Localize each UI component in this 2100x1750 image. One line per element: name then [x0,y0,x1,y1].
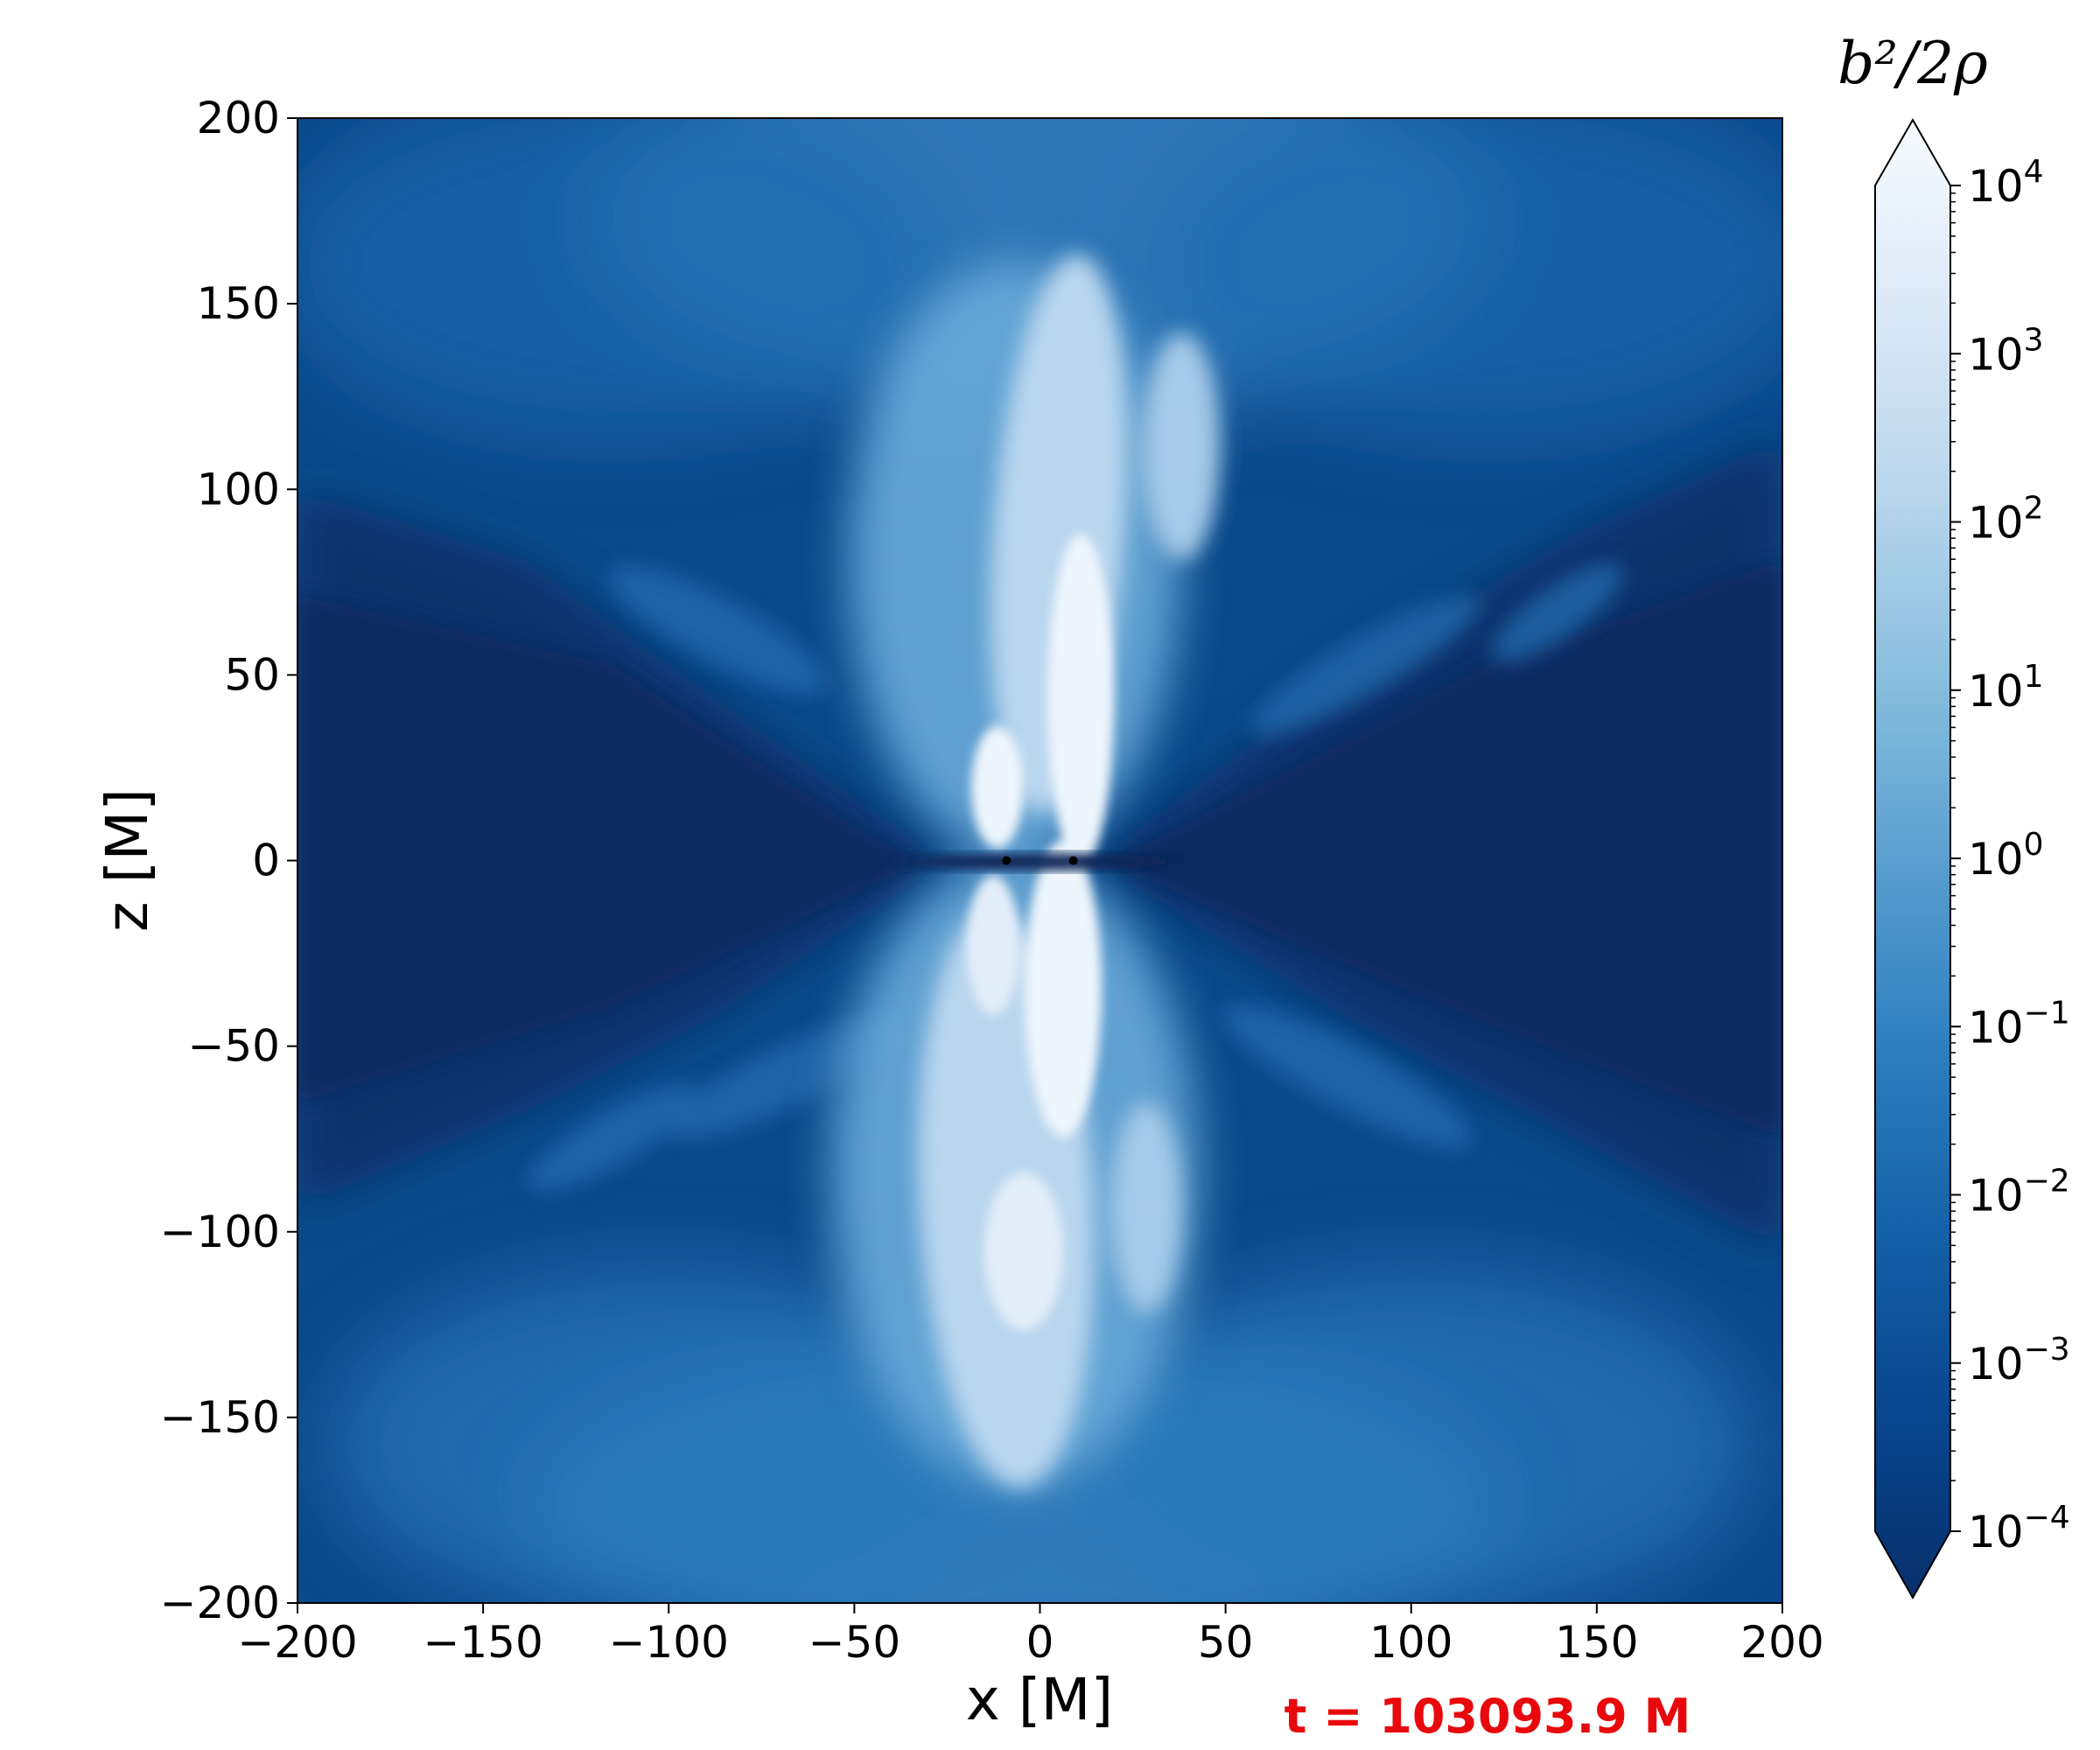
black-hole-marker [1068,856,1078,865]
x-tick-label: 150 [1555,1617,1638,1668]
black-hole-marker [1002,856,1012,865]
colorbar-ticks: 104 103 102 101 100 10−1 10−2 10−3 10−4 [1950,154,2070,1558]
y-tick-label: 200 [197,93,280,144]
colorbar-tick-label: 10−1 [1968,995,2070,1053]
heatmap-field [298,118,1782,1603]
y-tick-label: 50 [224,649,280,700]
colorbar: 104 103 102 101 100 10−1 10−2 10−3 10−4 b²/2ρ [1838,30,2070,1600]
colorbar-tick-label: 102 [1968,491,2044,549]
y-tick-label: 150 [197,278,280,329]
y-axis-title: z [M] [94,788,161,932]
colorbar-tick-label: 10−3 [1968,1332,2070,1390]
x-tick-label: −50 [808,1617,901,1668]
y-tick-label: −50 [187,1021,280,1072]
colorbar-tick-label: 103 [1968,322,2044,380]
x-tick-label: −200 [237,1617,357,1668]
colorbar-tick-label: 10−4 [1968,1500,2070,1558]
x-tick-label: 50 [1198,1617,1254,1668]
y-tick-label: 100 [197,464,280,514]
x-tick-label: −100 [609,1617,729,1668]
y-axis-ticks: −200 −150 −100 −50 0 50 100 150 200 [160,93,298,1628]
time-annotation: t = 103093.9 M [1284,1689,1691,1744]
x-axis-ticks: −200 −150 −100 −50 0 50 100 150 200 [237,1603,1824,1668]
colorbar-tick-label: 104 [1968,154,2044,212]
y-tick-label: −100 [160,1207,280,1257]
y-tick-label: 0 [252,836,280,886]
y-tick-label: −150 [160,1392,280,1443]
colorbar-body [1874,117,1951,1600]
x-tick-label: 200 [1740,1617,1824,1668]
y-tick-label: −200 [160,1578,280,1628]
x-tick-label: 0 [1026,1617,1054,1668]
colorbar-tick-label: 101 [1968,659,2044,717]
colorbar-title: b²/2ρ [1838,30,1988,97]
x-axis-title: x [M] [966,1666,1113,1733]
x-tick-label: 100 [1369,1617,1452,1668]
black-hole-markers [1002,856,1078,865]
colorbar-tick-label: 10−2 [1968,1164,2070,1222]
colorbar-tick-label: 100 [1968,827,2044,885]
x-tick-label: −150 [423,1617,542,1668]
